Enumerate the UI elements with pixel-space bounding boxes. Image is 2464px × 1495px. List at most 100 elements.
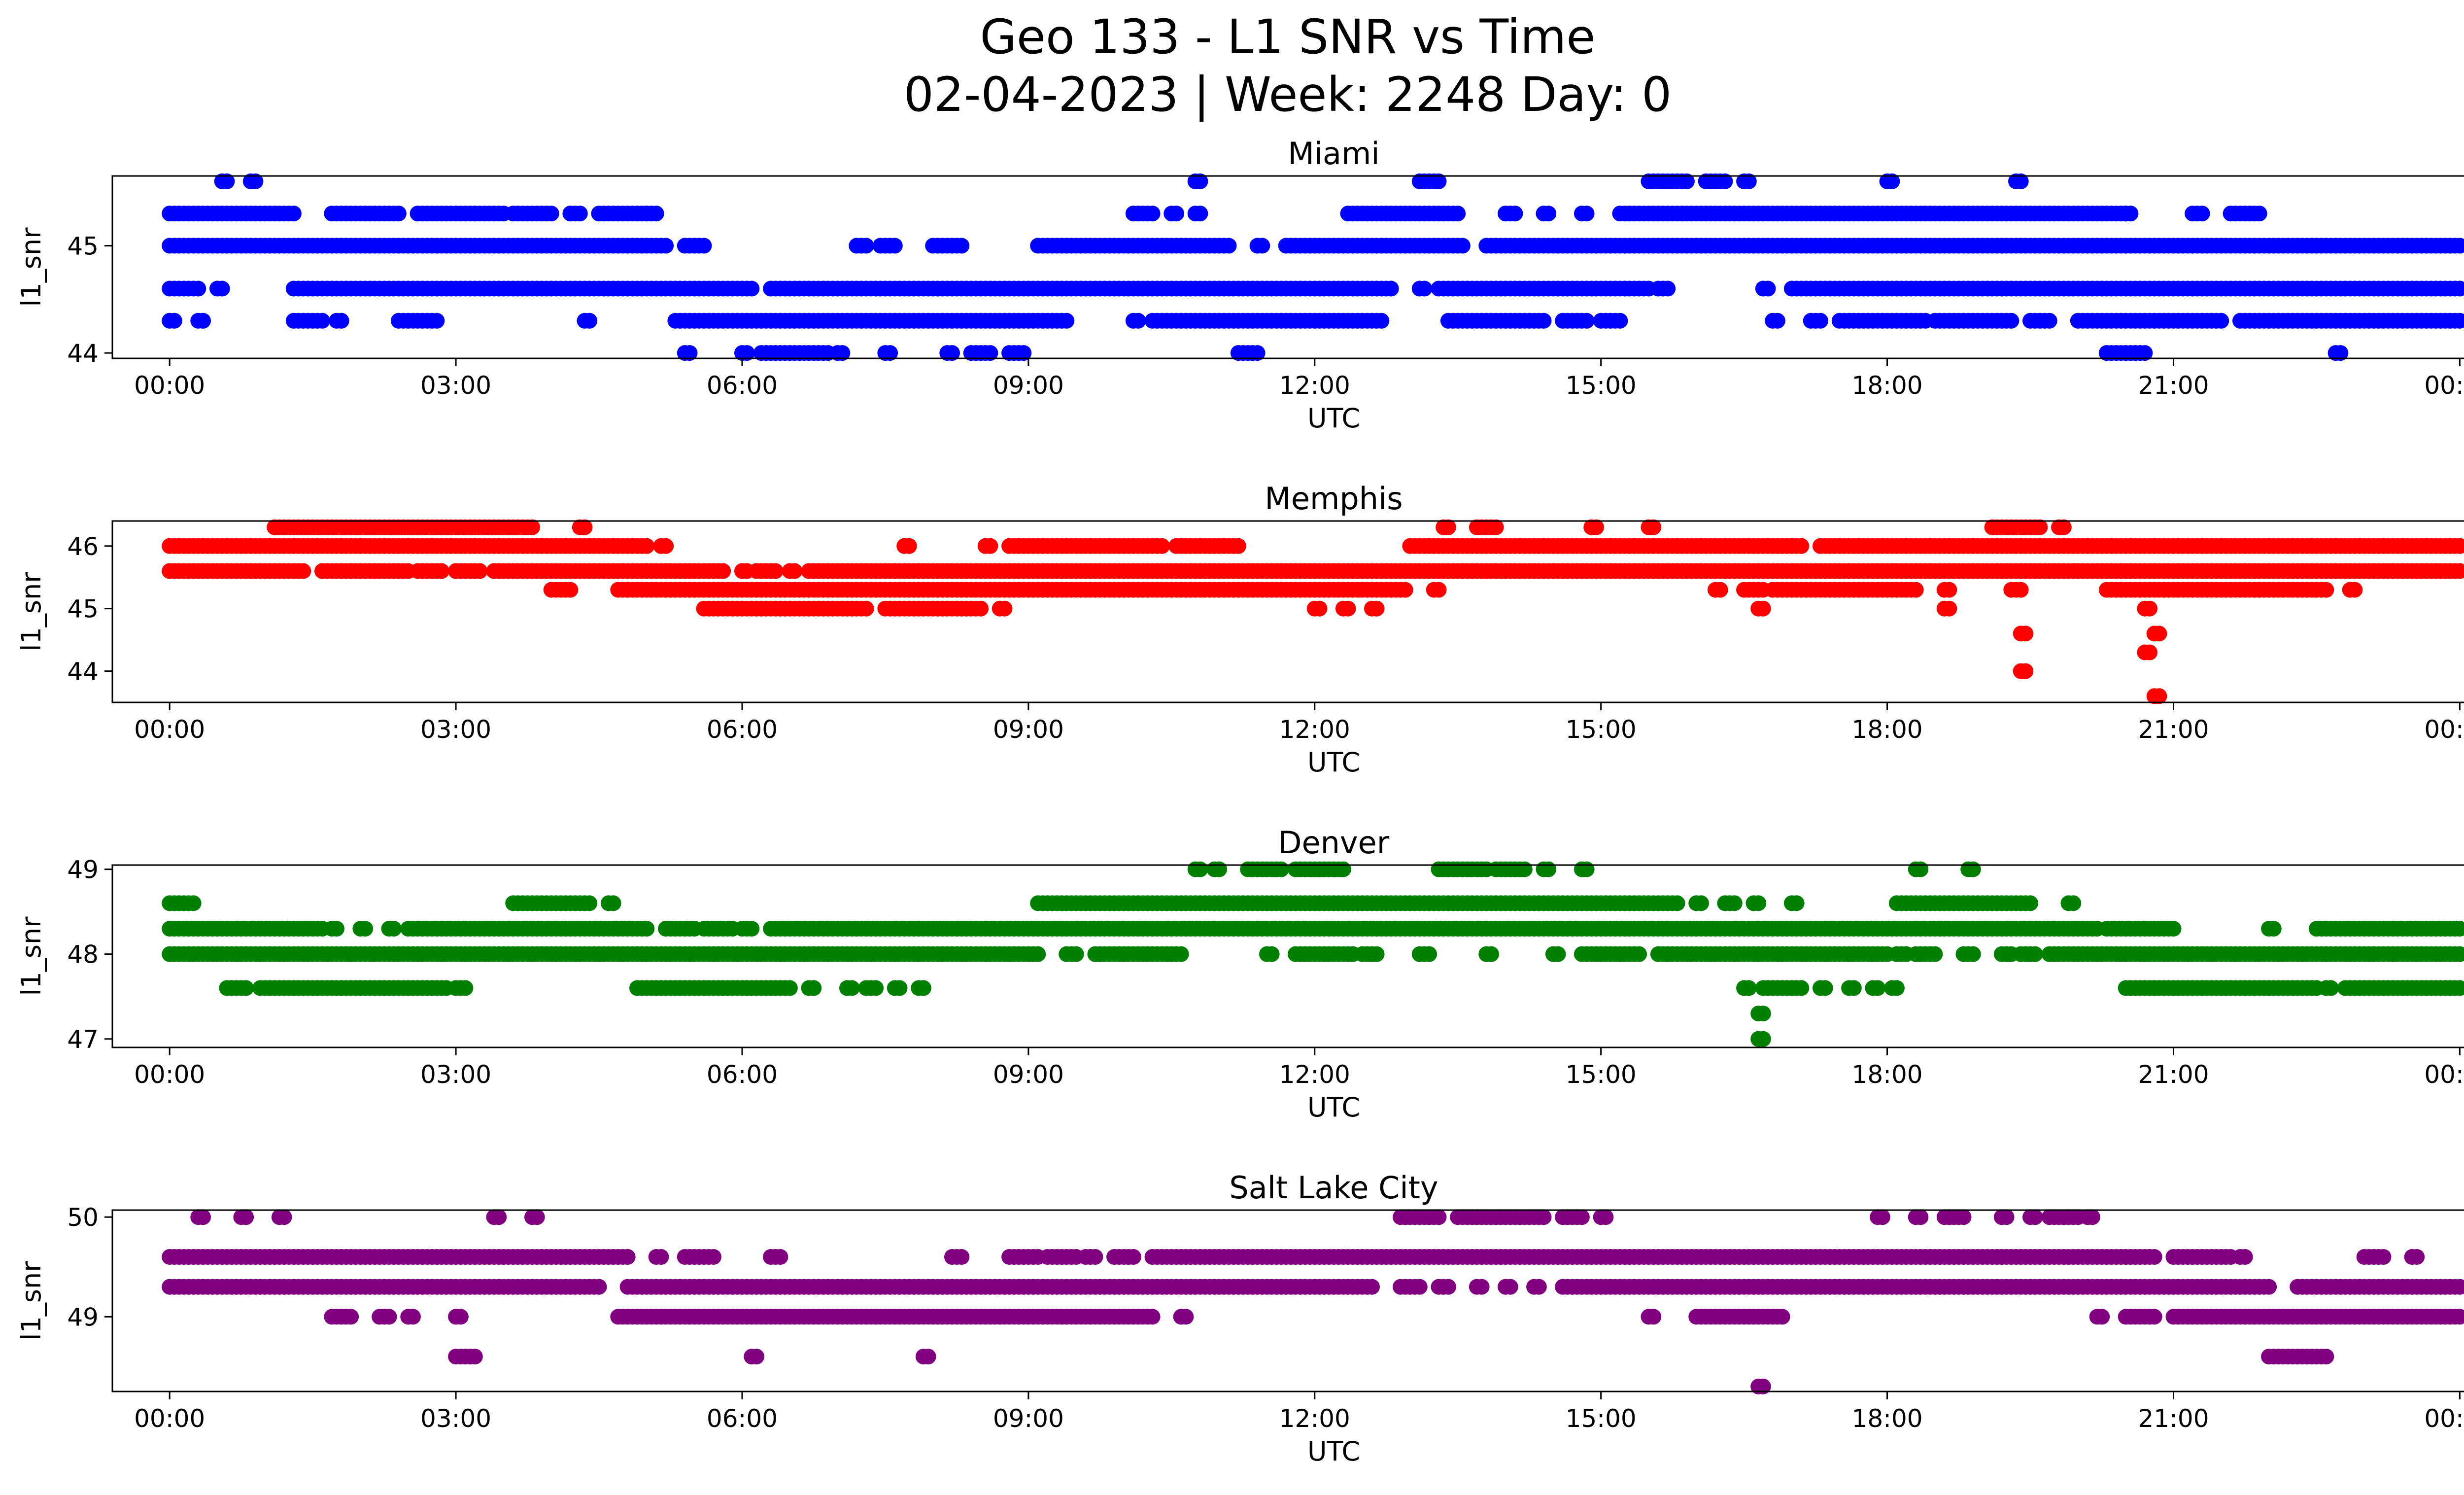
subplot-title: Denver xyxy=(1278,825,1390,861)
data-point xyxy=(658,238,674,254)
data-point xyxy=(982,538,998,554)
data-point xyxy=(1311,600,1328,617)
data-point xyxy=(314,313,330,329)
data-point xyxy=(1669,895,1685,911)
y-axis-label: l1_snr xyxy=(16,227,47,307)
data-point xyxy=(1693,895,1709,911)
data-point xyxy=(1397,582,1413,598)
data-point xyxy=(1144,206,1161,222)
x-tick-label: 06:00 xyxy=(707,1060,778,1089)
data-point xyxy=(858,600,874,617)
data-point xyxy=(1540,861,1557,877)
data-point xyxy=(1965,946,1981,962)
y-tick-label: 46 xyxy=(67,532,99,561)
data-point xyxy=(1488,519,1504,535)
data-point xyxy=(577,519,593,535)
x-tick-label: 06:00 xyxy=(707,715,778,744)
subplot-title: Salt Lake City xyxy=(1229,1170,1438,1206)
data-point xyxy=(705,1249,721,1265)
data-point xyxy=(1870,980,1886,996)
data-point xyxy=(2027,946,2043,962)
data-point xyxy=(2032,519,2048,535)
data-point xyxy=(1211,861,1228,877)
data-point xyxy=(1998,1209,2015,1225)
x-tick-label: 15:00 xyxy=(1566,715,1637,744)
data-point xyxy=(2347,582,2363,598)
y-axis-label: l1_snr xyxy=(16,572,47,652)
data-point xyxy=(1678,173,1695,189)
x-tick-label: 18:00 xyxy=(1852,371,1923,400)
data-point xyxy=(653,1249,669,1265)
data-point xyxy=(190,280,206,297)
data-point xyxy=(1941,582,1957,598)
data-point xyxy=(2452,313,2464,329)
data-point xyxy=(982,345,998,361)
data-point xyxy=(901,538,917,554)
data-point xyxy=(381,1309,397,1325)
data-point xyxy=(572,206,588,222)
data-point xyxy=(529,1209,545,1225)
subplot-title: Miami xyxy=(1288,136,1379,172)
data-point xyxy=(2151,626,2167,642)
data-point xyxy=(2142,600,2158,617)
data-point xyxy=(562,582,579,598)
data-point xyxy=(2041,313,2057,329)
series-points xyxy=(162,861,2464,1047)
data-point xyxy=(1440,519,1456,535)
data-point xyxy=(295,563,311,579)
data-point xyxy=(582,313,598,329)
data-point xyxy=(619,1249,636,1265)
data-point xyxy=(639,921,655,937)
data-point xyxy=(195,1209,211,1225)
data-point xyxy=(472,563,488,579)
data-point xyxy=(2318,582,2334,598)
data-point xyxy=(1221,238,1237,254)
data-point xyxy=(2213,313,2229,329)
data-point xyxy=(787,563,803,579)
data-point xyxy=(996,600,1013,617)
data-point xyxy=(2452,238,2464,254)
x-tick-label: 09:00 xyxy=(993,715,1064,744)
data-point xyxy=(744,280,760,297)
data-point xyxy=(739,345,755,361)
data-point xyxy=(834,345,851,361)
data-point xyxy=(1030,946,1046,962)
data-point xyxy=(1884,173,1900,189)
y-tick-label: 48 xyxy=(67,940,99,969)
data-point xyxy=(2452,538,2464,554)
data-point xyxy=(1230,538,1246,554)
data-point xyxy=(1173,946,1189,962)
data-point xyxy=(1536,1209,1552,1225)
data-point xyxy=(1130,313,1146,329)
data-point xyxy=(1168,206,1184,222)
data-point xyxy=(1598,1209,1614,1225)
data-point xyxy=(2332,345,2349,361)
data-point xyxy=(1369,946,1385,962)
data-point xyxy=(1888,980,1905,996)
y-tick-label: 44 xyxy=(67,658,99,686)
x-tick-label: 18:00 xyxy=(1852,715,1923,744)
data-point xyxy=(1364,1279,1380,1295)
data-point xyxy=(882,345,898,361)
data-point xyxy=(658,538,674,554)
data-point xyxy=(1192,206,1208,222)
data-point xyxy=(1421,946,1437,962)
data-point xyxy=(1578,861,1595,877)
x-tick-label: 15:00 xyxy=(1566,371,1637,400)
data-point xyxy=(1578,313,1595,329)
data-point xyxy=(1908,582,1924,598)
data-point xyxy=(1645,519,1662,535)
data-point xyxy=(1431,1209,1447,1225)
data-point xyxy=(1941,600,1957,617)
data-point xyxy=(2018,663,2034,679)
series-points xyxy=(162,173,2464,361)
data-point xyxy=(1913,861,1929,877)
data-point xyxy=(2151,688,2167,704)
data-point xyxy=(1502,1279,1518,1295)
x-tick-label: 09:00 xyxy=(993,1060,1064,1089)
data-point xyxy=(1416,280,1433,297)
data-point xyxy=(1264,946,1280,962)
